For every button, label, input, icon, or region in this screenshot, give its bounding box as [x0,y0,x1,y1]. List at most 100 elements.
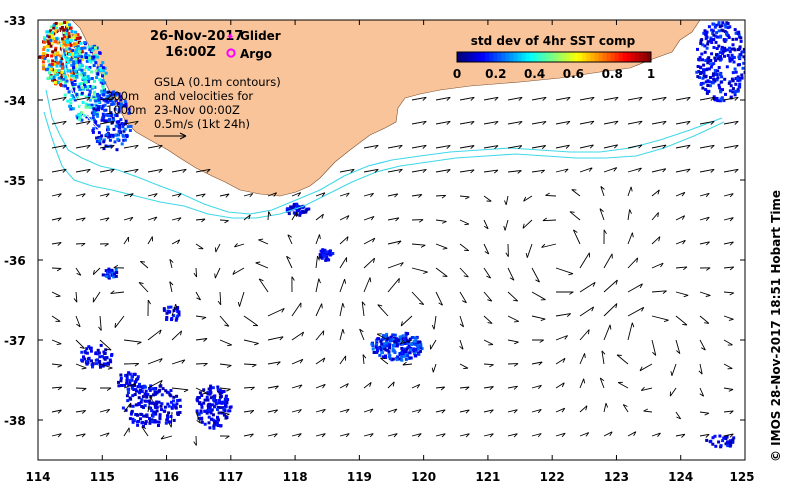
velocity-arrow [195,168,211,173]
velocity-arrow [723,168,739,173]
sst-pixel [305,207,309,211]
velocity-arrow [507,363,519,367]
sst-pixel [699,72,702,75]
velocity-arrow [255,261,269,269]
colorbar-cell [485,52,490,62]
sst-pixel [734,77,738,80]
sst-pixel [224,416,228,420]
sst-pixel [162,409,166,413]
sst-pixel [107,270,111,274]
sst-pixel [155,400,159,404]
sst-pixel [731,37,735,41]
sst-pixel [49,38,53,42]
sst-pixel [133,393,137,396]
sst-pixel [76,60,80,64]
sst-pixel [398,335,402,339]
velocity-arrow [603,96,619,101]
sst-pixel [74,53,77,57]
sst-pixel [708,84,712,88]
sst-pixel [157,420,161,424]
sst-pixel [74,42,78,46]
sst-pixel [732,55,736,59]
sst-pixel [158,384,162,388]
sst-pixel [736,31,740,35]
sst-pixel [108,118,112,121]
velocity-arrow [643,408,653,413]
velocity-arrow [377,304,389,317]
velocity-arrow [171,387,189,393]
sst-pixel [202,401,206,405]
velocity-arrow [723,363,733,370]
sst-pixel [712,38,716,41]
velocity-arrow [723,241,734,246]
sst-pixel [43,57,47,60]
velocity-arrow [627,186,633,197]
velocity-arrow [123,236,129,245]
velocity-arrow [195,411,201,424]
sst-pixel [55,25,58,29]
velocity-arrow [525,243,533,258]
sst-pixel [721,439,725,443]
sst-pixel [738,63,741,67]
sst-pixel [153,405,157,409]
sst-pixel [381,344,385,348]
sst-pixel [63,29,67,33]
sst-pixel [223,409,227,413]
sst-pixel [169,415,173,418]
y-tick-label: -38 [4,414,26,428]
sst-pixel [728,50,732,54]
sst-pixel [70,71,74,75]
velocity-arrow [483,120,499,125]
sst-pixel [94,99,98,103]
sst-pixel [166,416,170,419]
sst-pixel [123,138,127,142]
velocity-arrow [723,144,739,149]
sst-pixel [705,35,709,39]
sst-pixel [52,23,56,27]
sst-pixel [95,140,99,143]
sst-pixel [169,389,173,392]
sst-pixel [712,46,716,49]
sst-pixel [65,21,69,25]
sst-pixel [90,103,94,107]
sst-pixel [286,207,289,211]
sst-pixel [715,31,719,35]
velocity-arrow [195,338,208,342]
sst-pixel [158,415,162,418]
sst-pixel [65,28,69,32]
velocity-arrow [51,433,62,438]
sst-pixel [723,54,726,58]
sst-pixel [110,353,114,356]
sst-pixel [731,90,735,94]
sst-pixel [716,76,720,80]
sst-pixel [215,421,219,425]
sst-pixel [101,104,105,108]
sst-pixel [135,378,138,382]
sst-pixel [87,77,91,81]
velocity-arrow [542,217,557,222]
velocity-arrow [483,267,492,279]
sst-pixel [148,421,152,425]
sst-pixel [702,68,705,72]
sst-pixel [207,421,211,425]
sst-pixel [152,393,155,397]
velocity-arrow [531,145,547,150]
sst-pixel [164,421,168,425]
velocity-arrow [75,120,91,125]
velocity-arrow [99,243,109,247]
sst-pixel [130,375,134,379]
velocity-arrow [627,120,643,125]
sst-pixel [90,56,94,60]
velocity-arrow [459,291,467,304]
sst-pixel [132,419,136,422]
sst-pixel [321,248,325,252]
sst-pixel [94,69,98,73]
sst-pixel [64,84,67,88]
sst-pixel [46,54,50,57]
velocity-arrow [51,193,62,198]
sst-pixel [213,404,217,408]
sst-pixel [730,77,734,81]
contour-shelf-west [57,23,105,135]
y-tick-label: -34 [4,94,26,108]
sst-pixel [67,35,71,39]
